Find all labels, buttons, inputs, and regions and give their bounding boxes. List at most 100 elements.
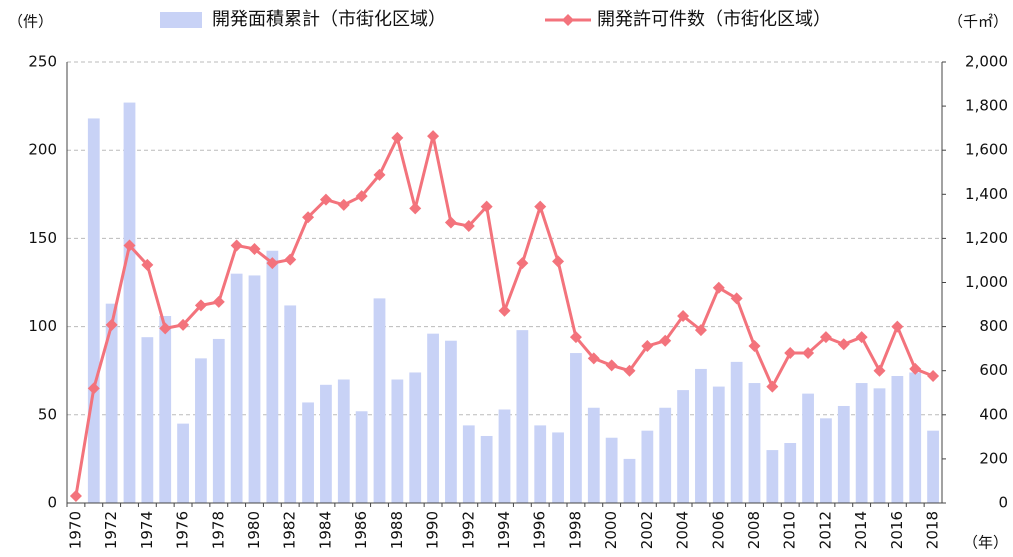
legend-swatch bbox=[160, 12, 202, 28]
x-tick-label: 2012 bbox=[816, 511, 834, 549]
bar bbox=[87, 118, 100, 503]
bar bbox=[516, 330, 529, 503]
legend-swatch bbox=[562, 14, 574, 26]
bar bbox=[873, 388, 886, 503]
bar bbox=[748, 383, 761, 503]
x-tick-label: 1984 bbox=[316, 511, 334, 549]
bar bbox=[837, 405, 850, 503]
line-marker bbox=[159, 322, 172, 335]
bar bbox=[552, 432, 564, 503]
bar bbox=[534, 425, 547, 503]
bar bbox=[659, 407, 672, 503]
legend-label: 開発面積累計（市街化区域） bbox=[212, 9, 446, 30]
line-marker bbox=[302, 211, 315, 224]
line-marker bbox=[694, 324, 707, 337]
line-marker bbox=[569, 331, 582, 344]
line-marker bbox=[87, 382, 100, 395]
y2-tick-label: 600 bbox=[979, 361, 1008, 379]
line-marker bbox=[105, 318, 118, 331]
line-marker bbox=[712, 281, 725, 294]
y2-tick-label: 2,000 bbox=[965, 53, 1008, 71]
bar bbox=[159, 316, 172, 503]
y2-tick-label: 800 bbox=[979, 317, 1008, 335]
bar bbox=[784, 443, 797, 503]
bar bbox=[391, 379, 404, 503]
line-marker bbox=[498, 304, 511, 317]
line-marker bbox=[587, 352, 600, 365]
y-tick-label: 150 bbox=[28, 229, 57, 247]
bar bbox=[480, 435, 493, 503]
line-marker bbox=[784, 347, 797, 360]
y2-tick-label: 1,400 bbox=[965, 185, 1008, 203]
x-tick-label: 1988 bbox=[388, 511, 406, 549]
x-tick-label: 1986 bbox=[352, 511, 370, 549]
line-marker bbox=[409, 202, 422, 215]
line-marker bbox=[462, 220, 475, 233]
y2-tick-label: 0 bbox=[998, 494, 1008, 512]
line-marker bbox=[427, 130, 440, 143]
bar bbox=[462, 425, 475, 503]
bar bbox=[355, 411, 368, 503]
line-marker bbox=[623, 364, 636, 377]
bar bbox=[409, 372, 422, 503]
bar bbox=[123, 102, 136, 504]
line-marker bbox=[819, 331, 832, 344]
line-marker bbox=[391, 131, 404, 144]
x-tick-label: 1970 bbox=[66, 511, 84, 549]
y2-unit: （千㎡） bbox=[948, 13, 1008, 31]
y2-tick-label: 1,200 bbox=[965, 229, 1008, 247]
bar bbox=[570, 353, 582, 503]
y-unit: （件） bbox=[8, 13, 53, 31]
line-marker bbox=[641, 340, 654, 353]
x-tick-label: 1982 bbox=[281, 511, 299, 549]
line-marker bbox=[248, 242, 261, 255]
line-marker bbox=[212, 295, 225, 308]
bar bbox=[695, 368, 707, 503]
y2-tick-label: 200 bbox=[979, 449, 1008, 467]
bar bbox=[248, 275, 261, 503]
bar bbox=[605, 437, 618, 503]
bar bbox=[195, 358, 207, 503]
bar bbox=[230, 273, 243, 503]
bar bbox=[909, 372, 922, 503]
legend-label: 開発許可件数（市街化区域） bbox=[597, 9, 831, 30]
line-marker bbox=[730, 292, 743, 305]
bar bbox=[855, 383, 868, 503]
bar bbox=[302, 402, 314, 503]
y-tick-label: 250 bbox=[28, 53, 57, 71]
x-tick-label: 1996 bbox=[531, 511, 549, 549]
bar bbox=[891, 375, 904, 503]
y2-tick-label: 400 bbox=[979, 405, 1008, 423]
line-marker bbox=[480, 200, 493, 213]
x-tick-label: 1992 bbox=[459, 511, 477, 549]
x-tick-label: 1994 bbox=[495, 511, 513, 549]
line-marker bbox=[266, 257, 279, 270]
x-tick-label: 2004 bbox=[674, 511, 692, 549]
line-marker bbox=[909, 362, 922, 375]
line-marker bbox=[319, 193, 332, 206]
x-tick-label: 1980 bbox=[245, 511, 263, 549]
line-marker bbox=[141, 258, 154, 271]
x-tick-label: 1974 bbox=[138, 511, 156, 549]
line-marker bbox=[337, 198, 350, 211]
x-tick-label: 2000 bbox=[602, 511, 620, 549]
line-marker bbox=[605, 359, 618, 372]
x-tick-label: 1978 bbox=[209, 511, 227, 549]
x-tick-label: 1976 bbox=[174, 511, 192, 549]
line-marker bbox=[230, 239, 243, 252]
x-tick-label: 2002 bbox=[638, 511, 656, 549]
bar bbox=[320, 384, 332, 503]
x-tick-label: 2006 bbox=[709, 511, 727, 549]
bar bbox=[677, 390, 689, 503]
x-tick-label: 1998 bbox=[566, 511, 584, 549]
line-marker bbox=[516, 257, 529, 270]
bar bbox=[266, 250, 279, 503]
bar bbox=[498, 409, 511, 503]
bar bbox=[177, 423, 189, 503]
line-marker bbox=[123, 239, 136, 252]
bar bbox=[623, 458, 636, 503]
bar bbox=[212, 338, 225, 503]
y-tick-label: 200 bbox=[28, 141, 57, 159]
bar bbox=[373, 298, 386, 503]
x-tick-label: 2008 bbox=[745, 511, 763, 549]
